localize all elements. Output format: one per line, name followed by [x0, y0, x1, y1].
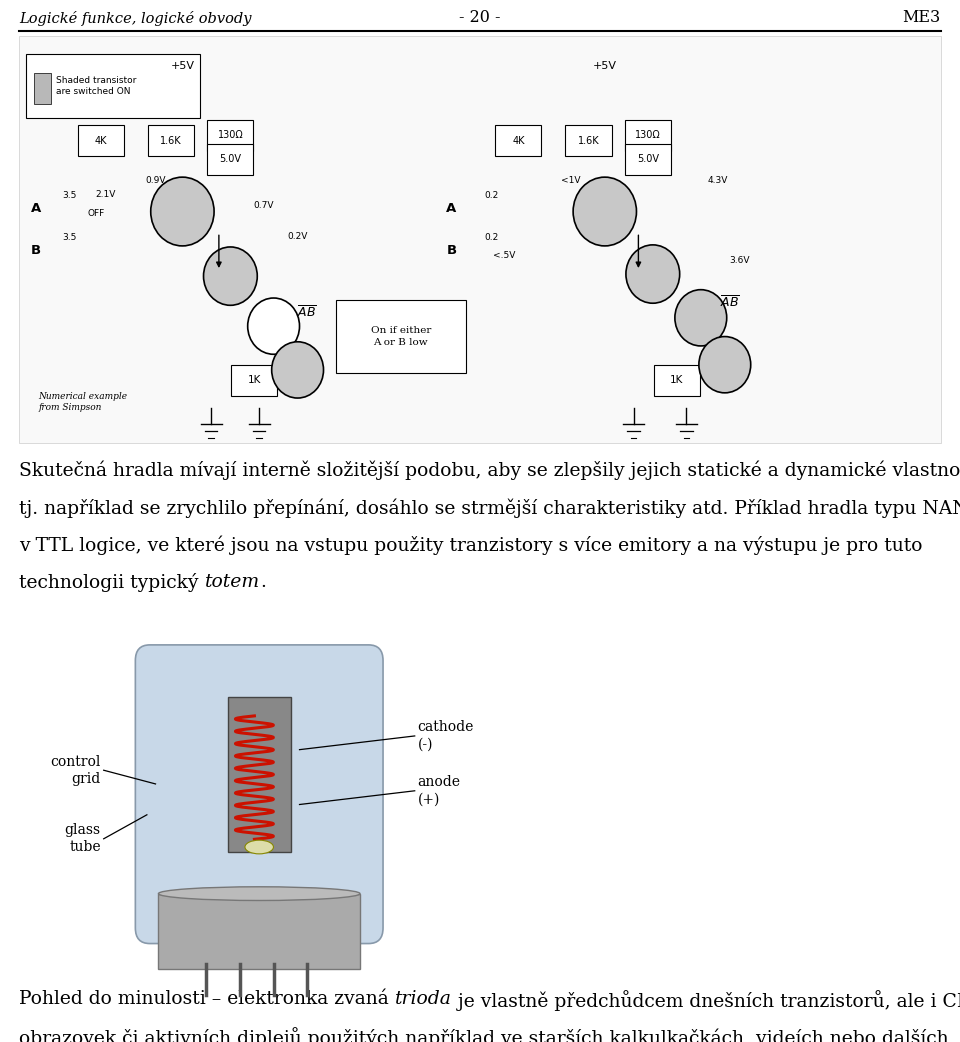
Text: 1.6K: 1.6K: [160, 135, 181, 146]
Text: <1V: <1V: [562, 176, 581, 184]
FancyBboxPatch shape: [231, 365, 277, 396]
Text: 0.2V: 0.2V: [287, 232, 308, 241]
Text: je vlastně předchůdcem dnešních tranzistorů, ale i CRT: je vlastně předchůdcem dnešních tranzist…: [452, 990, 960, 1011]
Text: 0.9V: 0.9V: [145, 176, 166, 184]
Text: A: A: [31, 202, 41, 215]
Ellipse shape: [158, 887, 360, 900]
Text: technologii typický: technologii typický: [19, 573, 204, 592]
Text: B: B: [31, 244, 41, 256]
FancyBboxPatch shape: [207, 144, 253, 175]
FancyBboxPatch shape: [78, 125, 124, 156]
FancyBboxPatch shape: [135, 645, 383, 944]
Text: 130Ω: 130Ω: [218, 130, 243, 141]
Text: cathode
(-): cathode (-): [418, 720, 474, 751]
Text: $\overline{AB}$: $\overline{AB}$: [298, 305, 317, 320]
Text: Shaded transistor
are switched ON: Shaded transistor are switched ON: [56, 76, 136, 96]
Text: Logické funkce, logické obvody: Logické funkce, logické obvody: [19, 11, 252, 26]
Text: control
grid: control grid: [51, 754, 101, 786]
Text: 5.0V: 5.0V: [637, 154, 659, 165]
Text: anode
(+): anode (+): [418, 775, 461, 807]
FancyBboxPatch shape: [654, 365, 700, 396]
Text: A: A: [446, 202, 457, 215]
Text: .: .: [260, 573, 266, 591]
Circle shape: [248, 298, 300, 354]
FancyBboxPatch shape: [495, 125, 541, 156]
Text: $\overline{AB}$: $\overline{AB}$: [720, 295, 739, 309]
Text: <.5V: <.5V: [492, 251, 516, 259]
Circle shape: [573, 177, 636, 246]
Text: 1.4V: 1.4V: [153, 218, 174, 226]
Text: Skutečná hradla mívají interně složitější podobu, aby se zlepšily jejich statick: Skutečná hradla mívají interně složitějš…: [19, 461, 960, 480]
FancyBboxPatch shape: [336, 300, 466, 373]
Text: Numerical example
from Simpson: Numerical example from Simpson: [38, 392, 128, 412]
Text: obrazovek či aktivních diplejů použitých například ve starších kalkulkačkách, vi: obrazovek či aktivních diplejů použitých…: [19, 1027, 948, 1042]
FancyBboxPatch shape: [625, 120, 671, 151]
Text: 2.1V: 2.1V: [95, 191, 116, 199]
Text: totem: totem: [204, 573, 260, 591]
FancyBboxPatch shape: [207, 120, 253, 151]
FancyBboxPatch shape: [19, 36, 941, 443]
Ellipse shape: [245, 840, 274, 853]
Text: On if either
A or B low: On if either A or B low: [371, 326, 431, 347]
Text: +5V: +5V: [592, 60, 616, 71]
Circle shape: [272, 342, 324, 398]
Text: 130Ω: 130Ω: [636, 130, 660, 141]
Text: OFF: OFF: [87, 209, 105, 218]
FancyBboxPatch shape: [34, 73, 51, 104]
Circle shape: [675, 290, 727, 346]
Text: 3.6V: 3.6V: [729, 256, 750, 265]
Text: 4K: 4K: [94, 135, 108, 146]
FancyBboxPatch shape: [19, 36, 941, 443]
Text: Pohled do minulosti – elektronka zvaná: Pohled do minulosti – elektronka zvaná: [19, 990, 395, 1008]
Text: 5.0V: 5.0V: [220, 154, 241, 165]
Text: v TTL logice, ve které jsou na vstupu použity tranzistory s více emitory a na vý: v TTL logice, ve které jsou na vstupu po…: [19, 536, 923, 555]
Text: 1K: 1K: [670, 375, 684, 386]
Text: 3.5: 3.5: [62, 233, 76, 242]
Text: tj. například se zrychlilo přepínání, dosáhlo se strmější charakteristiky atd. P: tj. například se zrychlilo přepínání, do…: [19, 498, 960, 518]
Circle shape: [151, 177, 214, 246]
Text: 3.5: 3.5: [62, 192, 76, 200]
FancyBboxPatch shape: [26, 54, 200, 118]
Text: 4K: 4K: [512, 135, 525, 146]
FancyBboxPatch shape: [565, 125, 612, 156]
Text: 0.2: 0.2: [485, 233, 498, 242]
Text: trioda: trioda: [395, 990, 452, 1008]
Circle shape: [204, 247, 257, 305]
FancyBboxPatch shape: [228, 697, 291, 851]
Text: 0.7V: 0.7V: [253, 201, 275, 209]
Text: 1.6K: 1.6K: [578, 135, 599, 146]
FancyBboxPatch shape: [158, 894, 360, 969]
Text: 1K: 1K: [248, 375, 261, 386]
Circle shape: [699, 337, 751, 393]
FancyBboxPatch shape: [625, 144, 671, 175]
Text: ME3: ME3: [902, 9, 941, 26]
Text: B: B: [446, 244, 457, 256]
Text: 0.2: 0.2: [485, 192, 498, 200]
Circle shape: [626, 245, 680, 303]
Text: glass
tube: glass tube: [64, 823, 101, 854]
FancyBboxPatch shape: [148, 125, 194, 156]
Text: - 20 -: - 20 -: [459, 9, 501, 26]
Text: +5V: +5V: [171, 60, 194, 71]
Text: 4.3V: 4.3V: [708, 176, 729, 184]
